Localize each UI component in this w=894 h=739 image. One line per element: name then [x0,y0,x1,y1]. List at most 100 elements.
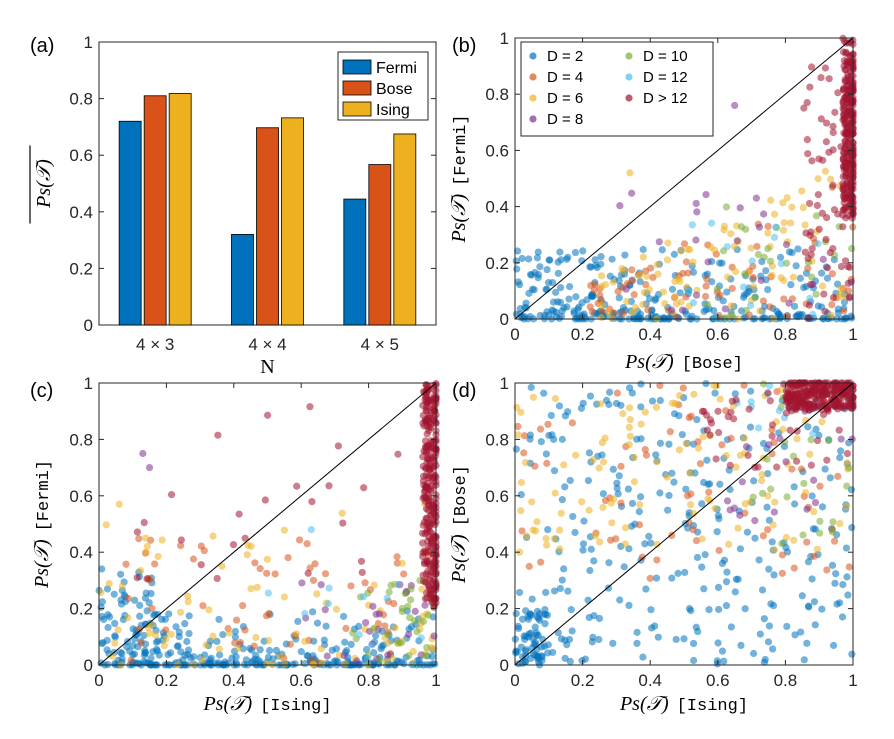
point-d6 [636,271,644,279]
point-d4 [137,639,145,647]
point-d2 [265,646,274,655]
point-d6 [645,286,653,294]
point-d12 [798,397,806,405]
point-d2 [798,311,806,319]
point-d10 [713,285,721,293]
point-d6 [802,416,810,425]
point-d12 [834,89,842,97]
point-d2 [791,302,799,310]
point-d2 [760,615,768,623]
x-tick-label: 0.6 [289,671,313,690]
point-d2 [231,627,239,636]
point-d12 [417,634,425,642]
point-d2 [129,625,137,633]
point-d12 [214,431,222,439]
point-d6 [528,498,536,506]
point-d10 [816,517,824,525]
point-d12 [772,223,780,231]
point-d6 [198,656,207,664]
point-d12 [782,387,791,395]
point-d2 [768,538,776,546]
point-d6 [597,313,605,322]
point-d2 [515,588,524,597]
point-d4 [656,381,664,390]
point-d12 [792,403,801,411]
point-d2 [175,628,183,636]
y-tick-label: 0.6 [485,487,509,506]
point-d2 [615,294,623,302]
point-d4 [135,535,143,543]
point-d6 [623,297,631,306]
point-d6 [734,524,742,532]
point-d6 [732,463,740,471]
point-d2 [625,601,633,610]
point-d10 [778,540,786,548]
point-d12 [845,86,853,94]
point-d6 [533,518,541,526]
point-d12 [424,557,432,565]
point-d12 [419,401,427,410]
point-d6 [597,301,606,309]
point-d6 [764,229,772,237]
point-d4 [127,656,135,665]
point-d2 [256,646,264,654]
point-d2 [751,534,759,542]
point-d12 [820,411,828,419]
point-d10 [760,253,768,261]
point-d6 [671,293,679,301]
y-axis-label-main: Ps(𝒯) [448,194,470,244]
point-d2 [571,528,579,537]
point-d2 [711,389,719,397]
point-d10 [843,482,851,490]
point-d6 [675,446,684,454]
point-d4 [644,306,652,314]
point-d6 [661,300,669,308]
point-d2 [828,561,837,569]
point-d6 [108,652,116,660]
point-d6 [736,451,744,459]
point-d2 [609,639,617,647]
point-d4 [590,286,598,294]
point-d2 [836,447,845,455]
point-d8 [760,210,768,218]
point-d6 [779,226,788,234]
point-d6 [741,500,749,508]
panel-d: (d) 0 0.2 0.4 0.6 0.8 1 0 0.2 0.4 0.6 0.8 1 Ps(𝒯) [Isi… [448,374,858,716]
y-tick-label: 1 [84,33,93,52]
point-d2 [533,645,541,653]
point-d6 [585,506,593,514]
point-d4 [810,552,818,560]
point-d4 [715,546,723,555]
point-d8 [139,449,147,458]
point-d12 [745,405,753,413]
point-d2 [800,656,808,664]
point-d12 [805,406,814,414]
point-d2 [633,435,641,443]
y-tick-label: 0 [84,656,93,675]
point-d6 [779,425,787,433]
point-d2 [105,613,114,621]
point-d6 [768,271,776,279]
point-d6 [202,641,210,649]
point-d6 [142,548,150,556]
point-d4 [641,445,649,454]
point-d12 [421,437,430,445]
x-tick-label: 0 [510,325,519,344]
point-d6 [382,657,390,665]
point-d2 [645,532,653,540]
point-d12 [707,419,716,427]
point-d2 [297,648,305,656]
point-d4 [828,270,836,278]
point-d2 [700,478,708,487]
point-d12 [777,260,785,268]
point-d2 [624,485,632,493]
point-d12 [829,122,837,130]
point-d6 [663,256,672,264]
point-d12 [841,257,850,265]
point-d2 [185,612,193,620]
point-d2 [620,563,628,571]
point-d12 [841,93,850,101]
point-d12 [339,519,347,527]
point-d6 [836,519,844,528]
point-d2 [783,622,791,631]
